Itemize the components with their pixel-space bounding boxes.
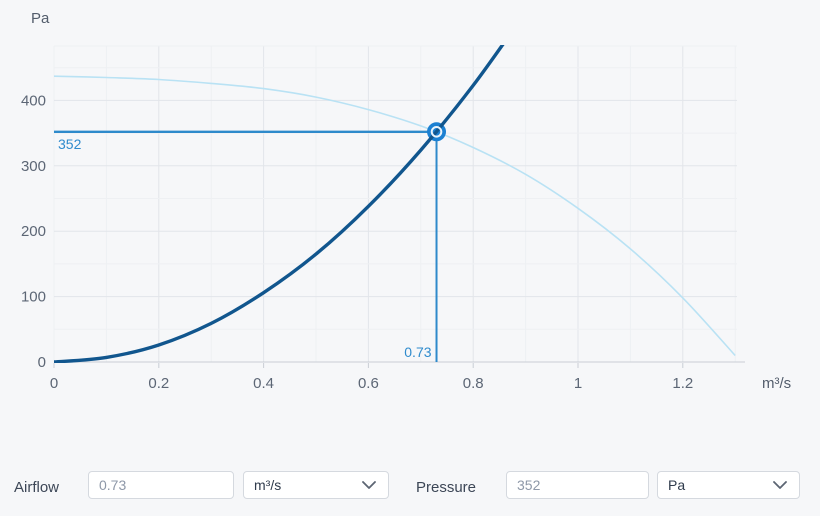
airflow-value-label: 0.73 bbox=[404, 344, 431, 360]
pressure-unit-value: Pa bbox=[668, 477, 686, 493]
svg-text:200: 200 bbox=[21, 223, 46, 240]
pressure-value-label: 352 bbox=[58, 136, 82, 152]
svg-text:0: 0 bbox=[38, 354, 46, 371]
airflow-unit-value: m³/s bbox=[254, 477, 282, 493]
chevron-down-icon bbox=[773, 480, 787, 489]
pressure-unit-select[interactable]: Pa bbox=[657, 471, 800, 499]
chevron-down-icon bbox=[362, 480, 376, 489]
bottom-strip bbox=[0, 516, 820, 522]
svg-text:400: 400 bbox=[21, 92, 46, 109]
operating-point-controls: Airflow m³/s Pressure Pa bbox=[0, 470, 820, 516]
svg-text:1: 1 bbox=[574, 375, 582, 392]
svg-text:300: 300 bbox=[21, 158, 46, 175]
svg-text:0: 0 bbox=[50, 375, 58, 392]
pressure-input[interactable] bbox=[506, 471, 649, 499]
x-axis-tick-labels: 0 0.2 0.4 0.6 0.8 1 1.2 bbox=[50, 375, 693, 392]
svg-text:1.2: 1.2 bbox=[672, 375, 693, 392]
airflow-input[interactable] bbox=[88, 471, 234, 499]
gridlines bbox=[53, 45, 737, 362]
y-axis-tick-labels: 0 100 200 300 400 bbox=[21, 92, 46, 371]
fan-curve-path bbox=[54, 75, 736, 357]
x-axis-unit-label: m³/s bbox=[762, 375, 791, 392]
airflow-label: Airflow bbox=[14, 479, 60, 496]
system-curve-path bbox=[54, 45, 505, 363]
svg-text:0.6: 0.6 bbox=[358, 375, 379, 392]
pressure-label: Pressure bbox=[416, 479, 477, 496]
operating-point-ring bbox=[430, 125, 443, 138]
y-axis-unit-label: Pa bbox=[31, 10, 50, 27]
svg-text:0.8: 0.8 bbox=[463, 375, 484, 392]
svg-text:0.4: 0.4 bbox=[253, 375, 274, 392]
svg-text:0.2: 0.2 bbox=[148, 375, 169, 392]
axis-tick-marks bbox=[53, 361, 745, 368]
airflow-unit-select[interactable]: m³/s bbox=[243, 471, 389, 499]
svg-text:100: 100 bbox=[21, 289, 46, 306]
